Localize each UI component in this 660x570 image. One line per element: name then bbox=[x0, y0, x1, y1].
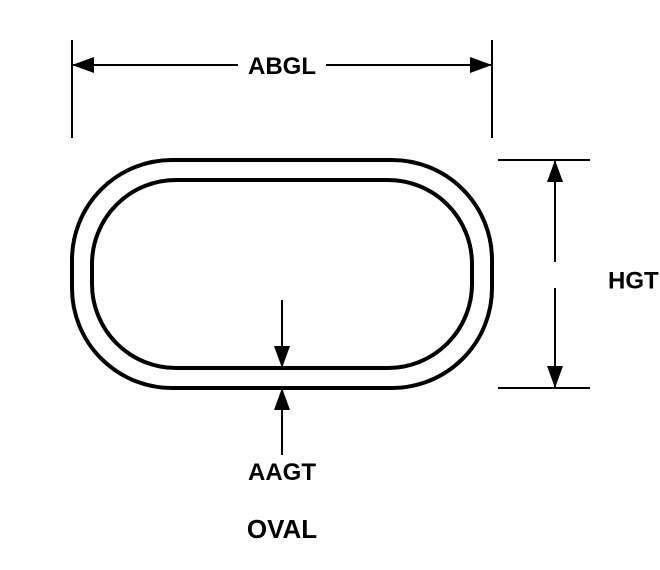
thickness-label: AAGT bbox=[248, 459, 316, 486]
oval-diagram: ABGL HGTH AAGT OVAL bbox=[0, 0, 660, 570]
width-label: ABGL bbox=[248, 53, 316, 80]
arrowhead bbox=[274, 388, 290, 410]
height-label: HGTH bbox=[608, 267, 660, 294]
arrowhead bbox=[274, 346, 290, 368]
arrowhead bbox=[72, 57, 94, 73]
arrowhead bbox=[470, 57, 492, 73]
diagram-container: { "diagram": { "type": "technical-drawin… bbox=[0, 0, 660, 570]
diagram-title: OVAL bbox=[247, 514, 317, 544]
arrowhead bbox=[547, 160, 563, 182]
arrowhead bbox=[547, 366, 563, 388]
